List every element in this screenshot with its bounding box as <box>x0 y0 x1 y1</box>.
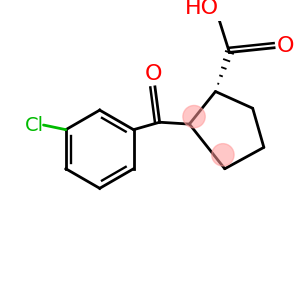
Text: Cl: Cl <box>25 116 44 134</box>
Circle shape <box>212 144 234 166</box>
Text: O: O <box>277 36 294 56</box>
Circle shape <box>183 106 205 128</box>
Text: O: O <box>144 64 162 84</box>
Text: HO: HO <box>184 0 219 18</box>
